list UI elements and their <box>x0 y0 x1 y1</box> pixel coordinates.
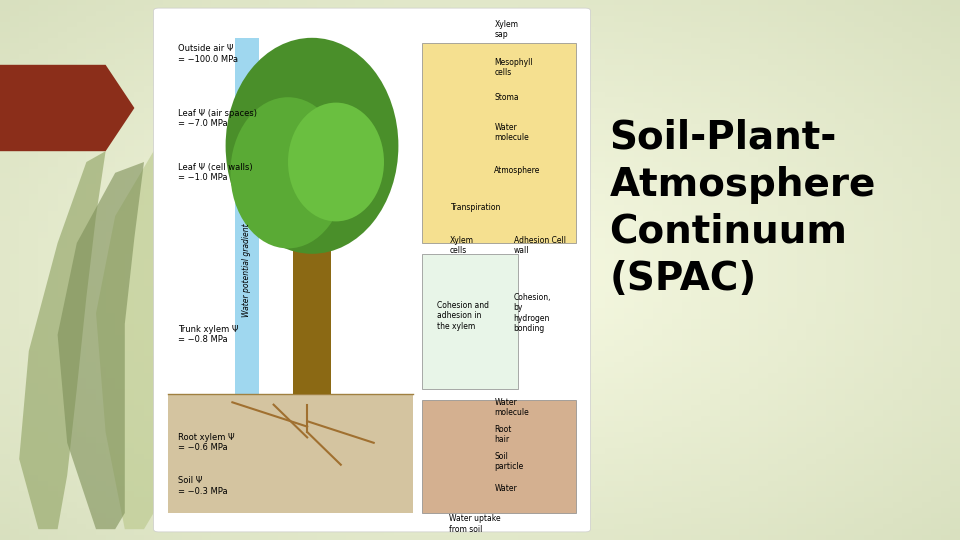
Text: Water uptake
from soil: Water uptake from soil <box>449 514 501 534</box>
Polygon shape <box>19 151 106 529</box>
FancyBboxPatch shape <box>422 254 518 389</box>
Ellipse shape <box>230 97 346 248</box>
FancyBboxPatch shape <box>154 8 590 532</box>
Text: Water potential gradient: Water potential gradient <box>242 223 252 317</box>
Text: Outside air Ψ
= −100.0 MPa: Outside air Ψ = −100.0 MPa <box>178 44 238 64</box>
Text: Xylem
cells: Xylem cells <box>449 236 473 255</box>
Ellipse shape <box>226 38 398 254</box>
Text: Water
molecule: Water molecule <box>494 398 529 417</box>
Text: Root xylem Ψ
= −0.6 MPa: Root xylem Ψ = −0.6 MPa <box>178 433 234 453</box>
Bar <box>168 394 413 513</box>
Bar <box>235 38 259 513</box>
FancyBboxPatch shape <box>422 400 576 513</box>
Text: Soil Ψ
= −0.3 MPa: Soil Ψ = −0.3 MPa <box>178 476 228 496</box>
Ellipse shape <box>288 103 384 221</box>
Text: Mesophyll
cells: Mesophyll cells <box>494 58 533 77</box>
FancyBboxPatch shape <box>422 43 576 243</box>
Text: Soil-Plant-
Atmosphere
Continuum
(SPAC): Soil-Plant- Atmosphere Continuum (SPAC) <box>610 119 876 298</box>
Bar <box>293 205 331 394</box>
Polygon shape <box>58 162 144 529</box>
Polygon shape <box>0 65 134 151</box>
Text: Leaf Ψ (air spaces)
= −7.0 MPa: Leaf Ψ (air spaces) = −7.0 MPa <box>178 109 256 129</box>
Text: Trunk xylem Ψ
= −0.8 MPa: Trunk xylem Ψ = −0.8 MPa <box>178 325 238 345</box>
Text: Leaf Ψ (cell walls)
= −1.0 MPa: Leaf Ψ (cell walls) = −1.0 MPa <box>178 163 252 183</box>
Text: Root
hair: Root hair <box>494 425 512 444</box>
Text: Soil
particle: Soil particle <box>494 452 523 471</box>
Text: Stoma: Stoma <box>494 93 519 102</box>
Text: Xylem
sap: Xylem sap <box>494 20 518 39</box>
Text: Atmosphere: Atmosphere <box>494 166 540 174</box>
Text: Water
molecule: Water molecule <box>494 123 529 142</box>
Text: Cohesion and
adhesion in
the xylem: Cohesion and adhesion in the xylem <box>437 301 489 331</box>
Text: Adhesion Cell
wall: Adhesion Cell wall <box>514 236 565 255</box>
Text: Water: Water <box>494 484 517 493</box>
Polygon shape <box>96 146 173 529</box>
Text: Transpiration: Transpiration <box>451 204 501 212</box>
Text: Cohesion,
by
hydrogen
bonding: Cohesion, by hydrogen bonding <box>514 293 551 333</box>
